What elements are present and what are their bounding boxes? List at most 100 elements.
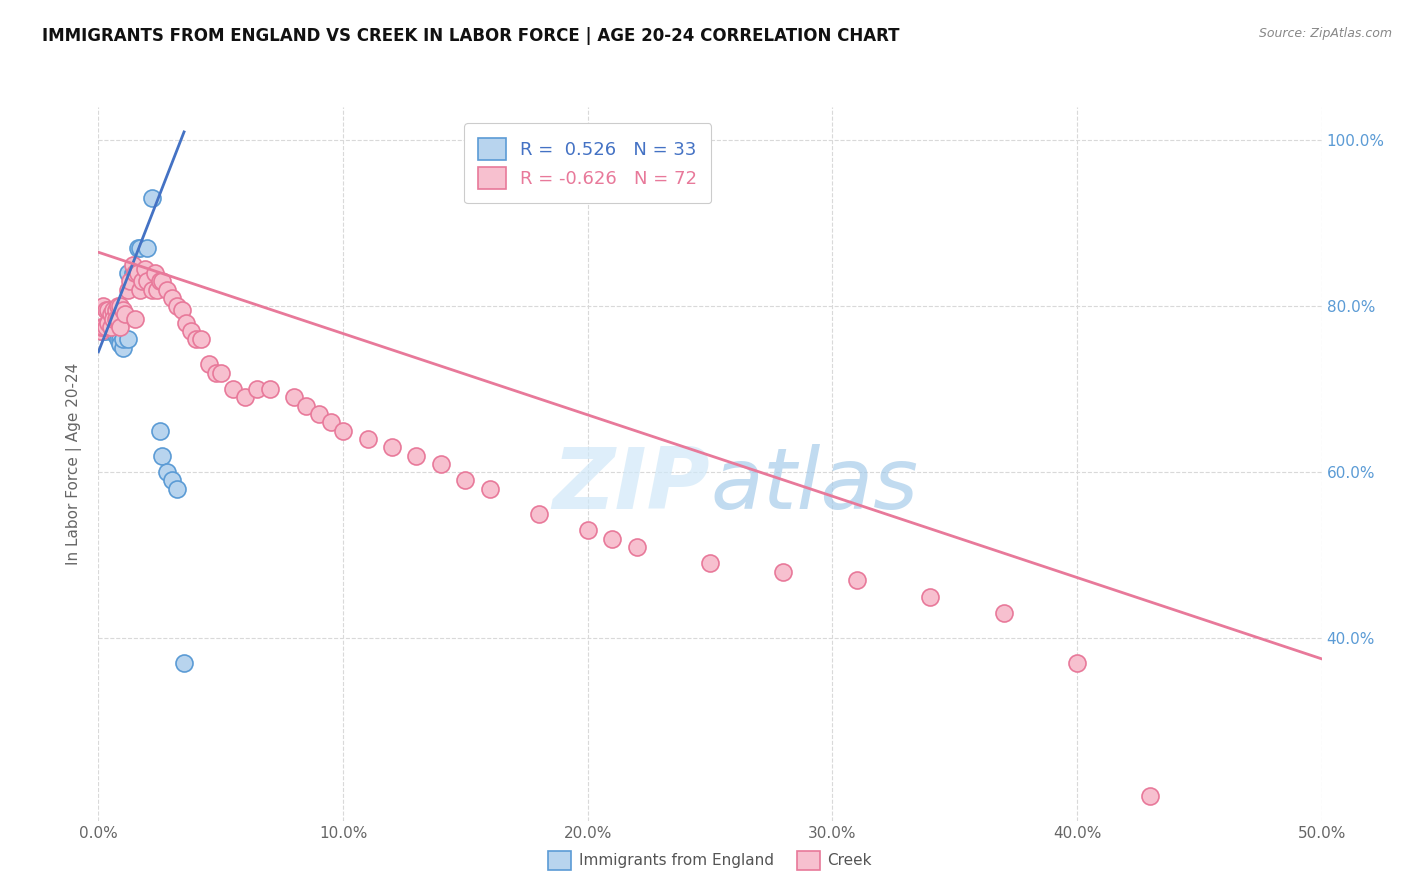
Point <box>308 407 330 421</box>
Text: atlas: atlas <box>710 443 918 527</box>
Point <box>100 316 122 330</box>
Point <box>121 258 143 272</box>
Point <box>190 332 212 346</box>
Point <box>94 320 117 334</box>
Point <box>170 303 193 318</box>
Point <box>222 382 245 396</box>
Point <box>127 241 149 255</box>
Point <box>156 465 179 479</box>
Point <box>209 366 232 380</box>
Point <box>134 261 156 276</box>
Point <box>454 474 477 488</box>
Point <box>110 299 132 313</box>
Point <box>430 457 453 471</box>
Point <box>381 440 404 454</box>
Point <box>699 557 721 571</box>
Text: ZIP: ZIP <box>553 443 710 527</box>
Y-axis label: In Labor Force | Age 20-24: In Labor Force | Age 20-24 <box>66 363 83 565</box>
Point <box>117 266 139 280</box>
Point <box>150 274 173 288</box>
Point <box>104 328 127 343</box>
Point <box>90 320 112 334</box>
Point <box>295 399 318 413</box>
Point <box>101 303 124 318</box>
Point <box>97 303 120 318</box>
Point <box>993 606 1015 620</box>
Point <box>91 299 114 313</box>
Point <box>131 274 153 288</box>
Point <box>131 266 153 280</box>
Point <box>97 320 120 334</box>
Point <box>90 324 112 338</box>
Point <box>94 303 117 318</box>
Point <box>246 382 269 396</box>
Point <box>101 320 124 334</box>
Point <box>101 311 124 326</box>
Point <box>129 283 152 297</box>
Point <box>186 332 208 346</box>
Point <box>166 482 188 496</box>
Point <box>180 324 202 338</box>
Point <box>111 332 134 346</box>
Point <box>600 532 623 546</box>
Point <box>197 357 219 371</box>
Point <box>117 332 139 346</box>
Point <box>143 266 166 280</box>
Point <box>233 391 256 405</box>
Point <box>772 565 794 579</box>
Point <box>104 324 127 338</box>
Point <box>91 320 114 334</box>
Point <box>478 482 501 496</box>
Point <box>136 241 159 255</box>
Legend: Immigrants from England, Creek: Immigrants from England, Creek <box>541 843 879 877</box>
Point <box>97 320 120 334</box>
Text: Source: ZipAtlas.com: Source: ZipAtlas.com <box>1258 27 1392 40</box>
Point <box>332 424 354 438</box>
Point <box>110 336 132 351</box>
Point <box>100 308 122 322</box>
Point <box>141 191 163 205</box>
Point <box>97 316 120 330</box>
Point <box>845 573 868 587</box>
Point <box>160 291 183 305</box>
Point <box>100 320 122 334</box>
Point <box>149 424 172 438</box>
Point <box>141 283 163 297</box>
Point <box>527 507 550 521</box>
Point <box>117 283 139 297</box>
Point <box>94 320 117 334</box>
Point <box>111 303 134 318</box>
Point <box>576 523 599 537</box>
Point <box>405 449 427 463</box>
Point <box>205 366 228 380</box>
Point <box>101 324 124 338</box>
Point <box>176 316 198 330</box>
Point <box>356 432 378 446</box>
Point <box>120 274 142 288</box>
Point <box>124 266 146 280</box>
Point <box>920 590 942 604</box>
Point <box>173 656 195 670</box>
Text: IMMIGRANTS FROM ENGLAND VS CREEK IN LABOR FORCE | AGE 20-24 CORRELATION CHART: IMMIGRANTS FROM ENGLAND VS CREEK IN LABO… <box>42 27 900 45</box>
Point <box>94 324 117 338</box>
Point <box>166 299 188 313</box>
Point <box>1139 789 1161 803</box>
Point <box>146 283 169 297</box>
Point <box>127 266 149 280</box>
Point <box>626 540 648 554</box>
Point <box>156 283 179 297</box>
Point <box>91 324 114 338</box>
Point <box>107 311 129 326</box>
Point <box>149 274 172 288</box>
Point <box>150 449 173 463</box>
Point <box>129 241 152 255</box>
Point <box>319 415 342 429</box>
Point <box>160 474 183 488</box>
Point <box>283 391 305 405</box>
Point <box>114 308 136 322</box>
Point <box>124 266 146 280</box>
Point <box>110 332 132 346</box>
Point <box>136 274 159 288</box>
Point <box>91 324 114 338</box>
Point <box>259 382 281 396</box>
